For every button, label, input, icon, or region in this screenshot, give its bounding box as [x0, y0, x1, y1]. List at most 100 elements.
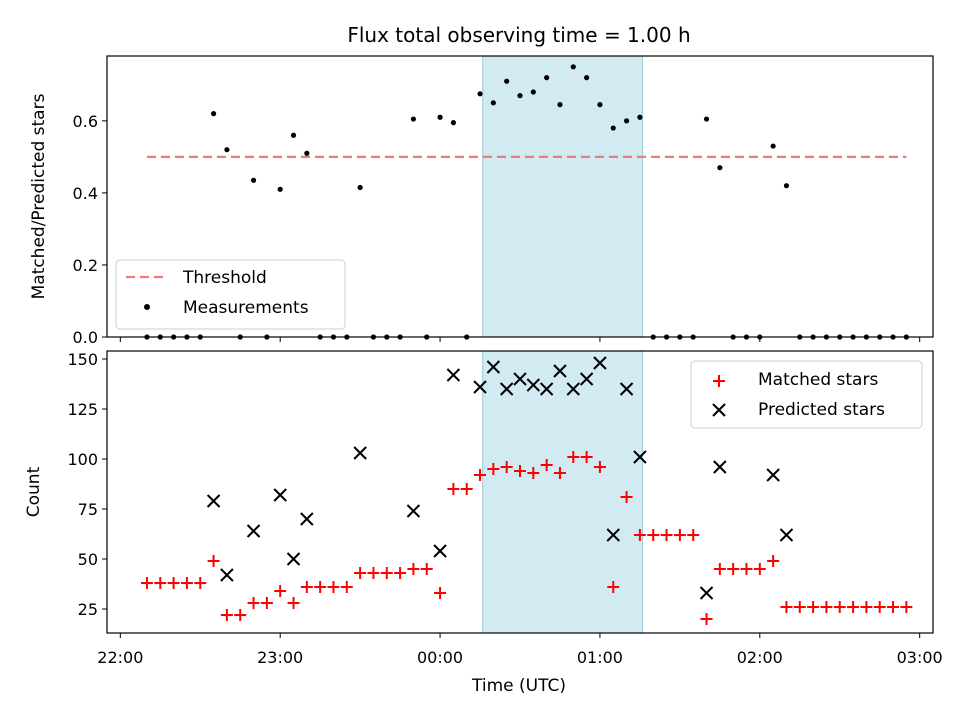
- predicted-star-marker: [433, 544, 447, 558]
- legend-predicted-label: Predicted stars: [758, 400, 885, 420]
- predicted-star-marker: [273, 488, 287, 502]
- predicted-star-marker: [593, 356, 607, 370]
- predicted-star-marker: [513, 372, 527, 386]
- matched-star-marker: [833, 601, 846, 613]
- count-y-tick-label: 50: [78, 550, 98, 569]
- predicted-star-marker: [220, 568, 234, 582]
- matched-star-marker: [314, 581, 327, 593]
- matched-star-marker: [753, 563, 766, 575]
- ratio-panel-y-axis: 0.0 0.2 0.4 0.6: [73, 112, 107, 347]
- ratio-panel-y-label: Matched/Predicted stars: [29, 93, 49, 299]
- count-panel-legend: Matched stars Predicted stars: [690, 360, 923, 429]
- count-y-tick-label: 150: [67, 350, 98, 369]
- predicted-star-marker: [766, 468, 780, 482]
- measurement-point: [703, 116, 710, 122]
- predicted-star-marker: [713, 460, 727, 474]
- legend-predicted-swatch: [712, 403, 726, 417]
- predicted-star-marker: [406, 504, 421, 518]
- count-y-tick-label: 75: [78, 500, 98, 519]
- count-panel-frame: [106, 350, 934, 634]
- predicted-star-marker: [566, 382, 580, 396]
- count-x-tick-label: 03:00: [897, 648, 943, 667]
- matched-star-marker: [700, 613, 713, 625]
- legend-threshold-label: Threshold: [182, 268, 267, 288]
- matched-star-marker: [394, 567, 407, 579]
- legend-matched-swatch: [713, 375, 725, 387]
- matched-star-marker: [514, 465, 526, 477]
- matched-star-marker: [767, 555, 780, 567]
- matched-star-marker: [633, 529, 646, 541]
- matched-star-marker: [780, 601, 793, 613]
- matched-star-marker: [900, 601, 913, 613]
- measurement-point: [584, 75, 590, 81]
- matched-star-marker: [487, 463, 500, 475]
- measurement-point: [490, 100, 496, 106]
- predicted-star-marker: [473, 380, 487, 394]
- matched-star-marker: [527, 467, 540, 479]
- matched-star-marker: [593, 461, 606, 473]
- matched-star-marker: [287, 597, 300, 609]
- measurement-point: [504, 78, 510, 84]
- predicted-star-marker: [539, 382, 554, 396]
- matched-star-marker: [220, 609, 233, 621]
- predicted-star-marker: [553, 364, 567, 378]
- predicted-star-marker: [499, 382, 514, 396]
- count-y-tick-label: 125: [67, 400, 98, 419]
- matched-star-marker: [367, 567, 380, 579]
- predicted-star-marker: [206, 494, 221, 508]
- measurement-point: [517, 93, 523, 99]
- measurement-point: [277, 186, 283, 192]
- measurement-point: [544, 75, 550, 81]
- matched-star-marker: [194, 577, 207, 589]
- count-y-tick-label: 100: [67, 450, 98, 469]
- predicted-star-marker: [300, 512, 314, 526]
- count-x-tick-label: 22:00: [97, 648, 143, 667]
- matched-star-marker: [727, 563, 740, 575]
- predicted-star-marker: [619, 382, 634, 396]
- ratio-y-tick-label: 0.4: [73, 184, 98, 203]
- count-legend-box: [690, 360, 923, 429]
- matched-star-marker: [154, 577, 167, 589]
- matched-star-marker: [260, 597, 273, 609]
- legend-measurements-label: Measurements: [183, 298, 309, 318]
- matched-star-marker: [380, 567, 393, 579]
- matched-star-marker: [847, 601, 860, 613]
- matched-star-marker: [474, 469, 487, 481]
- measurement-point: [450, 120, 456, 126]
- matched-star-marker: [167, 577, 180, 589]
- measurement-point: [304, 150, 310, 156]
- measurement-point: [770, 143, 776, 149]
- matched-star-marker: [420, 563, 433, 575]
- matched-star-marker: [274, 585, 287, 597]
- matched-star-marker: [500, 461, 513, 473]
- measurement-point: [224, 147, 230, 153]
- ratio-y-tick-label: 0.0: [73, 328, 98, 347]
- legend-measurements-swatch: [144, 304, 150, 310]
- matched-star-marker: [340, 581, 353, 593]
- matched-star-marker: [460, 483, 473, 495]
- ratio-y-tick-label: 0.6: [73, 112, 98, 131]
- matched-star-marker: [793, 601, 806, 613]
- predicted-star-marker: [246, 524, 261, 538]
- count-panel-shaded-region: [482, 350, 644, 634]
- matched-star-marker: [660, 529, 673, 541]
- matched-star-marker: [820, 601, 833, 613]
- matched-star-marker: [673, 529, 686, 541]
- measurement-point: [250, 177, 257, 183]
- matched-star-marker: [873, 601, 886, 613]
- matched-star-marker: [713, 563, 726, 575]
- count-x-tick-label: 01:00: [577, 648, 623, 667]
- ratio-panel-shaded-region: [482, 55, 644, 338]
- measurement-point: [623, 118, 630, 124]
- count-panel-y-axis: 25 50 75 100 125 150: [67, 350, 107, 619]
- measurement-point: [717, 165, 723, 171]
- matched-star-marker: [180, 577, 193, 589]
- measurement-point: [557, 102, 563, 108]
- predicted-star-marker: [446, 368, 461, 382]
- matched-star-marker: [687, 529, 700, 541]
- chart-title: Flux total observing time = 1.00 h: [347, 23, 690, 47]
- measurement-point: [570, 64, 576, 70]
- count-panel-y-label: Count: [24, 466, 44, 517]
- predicted-stars-points: [206, 356, 794, 600]
